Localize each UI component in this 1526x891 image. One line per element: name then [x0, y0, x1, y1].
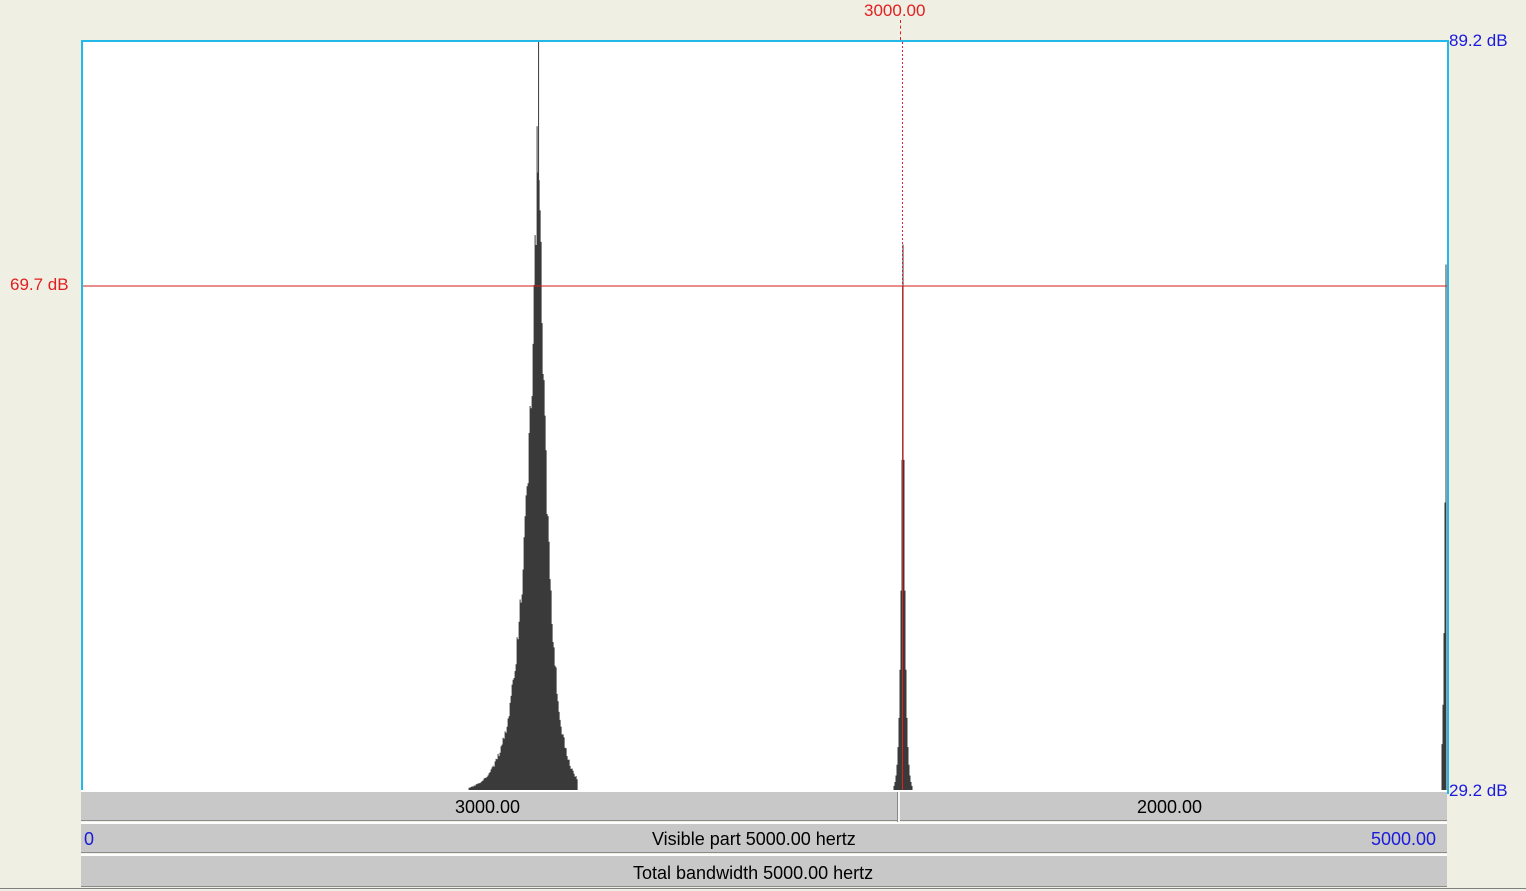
spectrum-trace	[468, 42, 1447, 792]
spectrum-plot[interactable]	[81, 40, 1449, 794]
edge-peak	[1441, 264, 1447, 792]
total-bandwidth-label: Total bandwidth 5000.00 hertz	[633, 863, 874, 883]
visible-part-bar[interactable]: 0 Visible part 5000.00 hertz 5000.00	[81, 822, 1447, 853]
db-min-label: 29.2 dB	[1449, 781, 1508, 800]
total-bandwidth-bar[interactable]: Total bandwidth 5000.00 hertz	[81, 854, 1447, 887]
main-peak	[468, 42, 578, 792]
segment-left-label[interactable]: 3000.00	[455, 797, 521, 817]
db-max-label: 89.2 dB	[1449, 31, 1508, 50]
visible-part-label: Visible part 5000.00 hertz	[652, 829, 856, 849]
window-bottom-border	[0, 888, 1526, 889]
cursor-frequency-label: 3000.00	[864, 1, 926, 20]
cursor-db-label: 69.7 dB	[10, 275, 69, 294]
cursor-vertical-line-top	[900, 20, 901, 40]
segment-bar[interactable]: 3000.00 2000.00	[81, 790, 1447, 822]
visible-end-label: 5000.00	[1371, 829, 1437, 849]
segment-separator	[897, 792, 900, 822]
visible-start-label: 0	[84, 829, 95, 849]
spectrum-svg	[83, 42, 1447, 792]
segment-right-label[interactable]: 2000.00	[1137, 797, 1203, 817]
